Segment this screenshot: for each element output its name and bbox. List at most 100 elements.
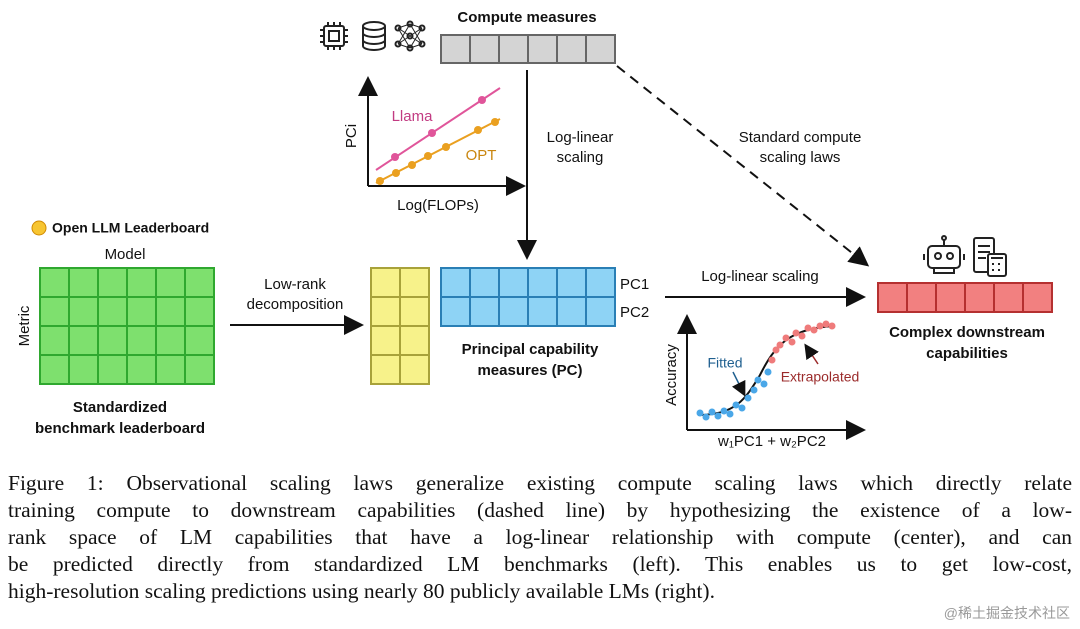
watermark: @稀土掘金技术社区 <box>943 605 1070 621</box>
compute-chart <box>358 76 526 196</box>
diagram: Compute measures Llama OPT PCi Log(FLOPs… <box>16 9 1053 450</box>
arrow-label: Low-rank <box>264 276 326 293</box>
cell <box>126 325 157 356</box>
pc-matrix <box>440 267 616 327</box>
dashed-arrow <box>616 65 870 267</box>
axis-label: Log(FLOPs) <box>397 197 479 214</box>
cell <box>906 282 937 313</box>
cell <box>370 354 401 385</box>
leaderboard-caption: benchmark leaderboard <box>35 420 205 437</box>
cell <box>68 354 99 385</box>
arrow-label: Log-linear <box>547 129 614 146</box>
emoji-icon <box>31 220 47 236</box>
cell <box>155 325 186 356</box>
cell <box>97 354 128 385</box>
cell <box>370 296 401 327</box>
downstream-caption: capabilities <box>926 345 1008 362</box>
cell <box>585 267 616 298</box>
caption-line: Figure 1: Observational scaling laws gen… <box>8 471 1072 495</box>
accuracy-chart <box>677 314 866 440</box>
rows-label: Metric <box>16 305 33 346</box>
leaderboard-caption: Standardized <box>73 399 167 416</box>
cell <box>993 282 1024 313</box>
cell <box>184 354 215 385</box>
cell <box>68 267 99 298</box>
pc-caption: measures (PC) <box>477 362 582 379</box>
cell <box>877 282 908 313</box>
series-label: Llama <box>392 108 434 125</box>
cell <box>498 34 529 64</box>
cell <box>155 296 186 327</box>
caption-line: be predicted directly from standardized … <box>8 552 1072 576</box>
cell <box>498 296 529 327</box>
compute-icons <box>320 20 426 52</box>
axis-label: PCi <box>343 124 360 148</box>
cell <box>556 296 587 327</box>
caption-line: training compute to downstream capabilit… <box>8 498 1072 522</box>
cell <box>440 296 471 327</box>
axis-label: Accuracy <box>663 344 680 406</box>
pc-label: PC2 <box>620 304 649 321</box>
cell <box>39 267 70 298</box>
cell <box>39 354 70 385</box>
cell <box>399 296 430 327</box>
extrapolated-label: Extrapolated <box>781 369 860 385</box>
compute-cells <box>440 34 616 64</box>
cell <box>126 354 157 385</box>
cell <box>585 296 616 327</box>
fitted-label: Fitted <box>707 355 742 371</box>
cell <box>155 267 186 298</box>
cell <box>469 34 500 64</box>
cell <box>527 34 558 64</box>
cell <box>440 267 471 298</box>
pc-label: PC1 <box>620 276 649 293</box>
compute-title: Compute measures <box>457 9 596 26</box>
cell <box>527 267 558 298</box>
cell <box>184 296 215 327</box>
loading-matrix <box>370 267 430 385</box>
axis-label: w₁PC1 + w₂PC2 <box>717 433 826 450</box>
columns-label: Model <box>105 246 146 263</box>
leaderboard-grid <box>39 267 215 385</box>
cell <box>469 267 500 298</box>
arrow-label: Log-linear scaling <box>701 268 819 285</box>
cell <box>556 267 587 298</box>
arrow-label: scaling <box>557 149 604 166</box>
pc-caption: Principal capability <box>462 341 599 358</box>
cell <box>39 325 70 356</box>
downstream-icons <box>923 235 1007 277</box>
arrow-label: decomposition <box>247 296 344 313</box>
cell <box>527 296 558 327</box>
cell <box>585 34 616 64</box>
cell <box>39 296 70 327</box>
cell <box>556 34 587 64</box>
arrow-label: scaling laws <box>760 149 841 166</box>
cell <box>935 282 966 313</box>
cell <box>370 325 401 356</box>
caption-line: rank space of LM capabilities that have … <box>8 525 1072 549</box>
downstream-cells <box>877 282 1053 313</box>
caption-line: high-resolution scaling predictions usin… <box>8 579 715 603</box>
cell <box>68 325 99 356</box>
cell <box>97 325 128 356</box>
cell <box>97 267 128 298</box>
cell <box>440 34 471 64</box>
cell <box>498 267 529 298</box>
downstream-caption: Complex downstream <box>889 324 1045 341</box>
cell <box>184 267 215 298</box>
cell <box>97 296 128 327</box>
cell <box>964 282 995 313</box>
source-label: Open LLM Leaderboard <box>52 220 209 236</box>
cell <box>1022 282 1053 313</box>
series-label: OPT <box>466 147 497 164</box>
cell <box>370 267 401 298</box>
cell <box>155 354 186 385</box>
cell <box>469 296 500 327</box>
cell <box>399 325 430 356</box>
cell <box>184 325 215 356</box>
cell <box>68 296 99 327</box>
arrow-label: Standard compute <box>739 129 862 146</box>
cell <box>126 296 157 327</box>
cell <box>399 267 430 298</box>
